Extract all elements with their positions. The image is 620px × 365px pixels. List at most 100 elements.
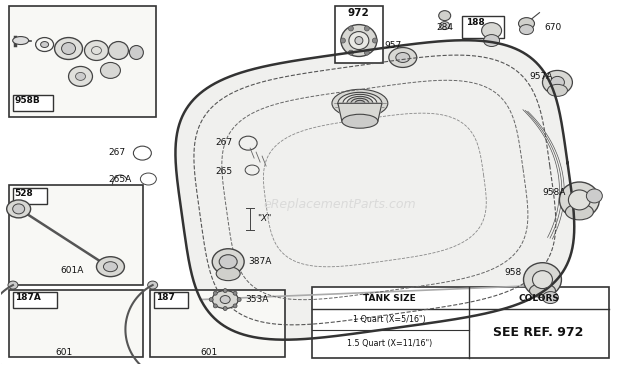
Text: 284: 284	[436, 23, 454, 32]
Ellipse shape	[565, 204, 593, 220]
Ellipse shape	[365, 50, 370, 55]
Text: 958A: 958A	[542, 188, 566, 197]
Bar	[9, 289, 143, 357]
Ellipse shape	[220, 296, 230, 304]
Ellipse shape	[216, 267, 240, 281]
Text: "X": "X"	[257, 214, 272, 223]
Ellipse shape	[7, 200, 30, 218]
Ellipse shape	[355, 100, 365, 106]
Bar	[9, 6, 156, 117]
Ellipse shape	[569, 190, 590, 210]
Ellipse shape	[223, 289, 227, 293]
Ellipse shape	[439, 11, 451, 20]
Ellipse shape	[342, 114, 378, 128]
Ellipse shape	[332, 89, 388, 117]
Text: 957A: 957A	[529, 72, 553, 81]
Ellipse shape	[340, 38, 345, 43]
Ellipse shape	[343, 94, 377, 112]
Ellipse shape	[523, 263, 562, 297]
Text: 1 Quart (X=5/16"): 1 Quart (X=5/16")	[353, 315, 426, 324]
Ellipse shape	[551, 76, 564, 88]
Text: 187A: 187A	[15, 293, 40, 301]
Ellipse shape	[533, 271, 552, 289]
Ellipse shape	[542, 292, 559, 304]
Ellipse shape	[347, 96, 373, 110]
Text: 670: 670	[544, 23, 562, 32]
Text: 187: 187	[156, 293, 175, 301]
Ellipse shape	[12, 204, 25, 214]
Ellipse shape	[12, 36, 29, 45]
Ellipse shape	[55, 38, 82, 59]
Ellipse shape	[529, 284, 556, 297]
Text: TANK SIZE: TANK SIZE	[363, 294, 416, 303]
Ellipse shape	[97, 257, 125, 277]
Bar	[12, 292, 56, 308]
Ellipse shape	[233, 291, 237, 295]
Text: 265: 265	[215, 167, 232, 176]
Ellipse shape	[148, 281, 157, 289]
Ellipse shape	[84, 41, 108, 61]
Text: COLORS: COLORS	[518, 294, 559, 303]
Text: 265A: 265A	[108, 175, 131, 184]
Ellipse shape	[61, 43, 76, 54]
Text: SEE REF. 972: SEE REF. 972	[494, 326, 583, 339]
Ellipse shape	[209, 297, 213, 301]
Ellipse shape	[373, 38, 378, 43]
Text: 267: 267	[215, 138, 232, 147]
Text: 972: 972	[348, 8, 370, 18]
Ellipse shape	[338, 92, 382, 114]
Text: 387A: 387A	[248, 257, 272, 266]
Ellipse shape	[8, 281, 18, 289]
Ellipse shape	[484, 35, 500, 46]
Polygon shape	[338, 103, 382, 121]
Ellipse shape	[233, 304, 237, 308]
Bar	[12, 95, 53, 111]
Ellipse shape	[108, 42, 128, 59]
Text: 1.5 Quart (X=11/16"): 1.5 Quart (X=11/16")	[347, 339, 432, 348]
Ellipse shape	[237, 297, 241, 301]
Ellipse shape	[40, 42, 48, 47]
Text: 353A: 353A	[245, 295, 268, 304]
Ellipse shape	[365, 26, 370, 31]
Ellipse shape	[518, 18, 534, 30]
Bar	[9, 185, 143, 285]
Text: 601: 601	[200, 348, 218, 357]
Bar	[154, 292, 188, 308]
Ellipse shape	[341, 24, 377, 57]
Ellipse shape	[69, 66, 92, 87]
Ellipse shape	[482, 23, 502, 39]
Text: 528: 528	[15, 189, 33, 198]
Bar	[462, 16, 503, 38]
Bar	[312, 287, 609, 358]
Ellipse shape	[396, 53, 410, 62]
Ellipse shape	[223, 307, 227, 311]
Ellipse shape	[100, 62, 120, 78]
Ellipse shape	[219, 255, 237, 269]
Text: 957: 957	[385, 41, 402, 50]
Text: 267: 267	[108, 148, 126, 157]
Bar	[12, 188, 46, 204]
Ellipse shape	[389, 47, 417, 68]
Ellipse shape	[212, 249, 244, 274]
Ellipse shape	[520, 24, 533, 35]
Ellipse shape	[212, 291, 238, 308]
Text: 601A: 601A	[61, 266, 84, 275]
Ellipse shape	[440, 22, 450, 30]
Text: 958B: 958B	[15, 96, 40, 105]
Ellipse shape	[130, 46, 143, 59]
Ellipse shape	[76, 72, 86, 80]
Ellipse shape	[355, 36, 363, 45]
Ellipse shape	[542, 70, 572, 94]
Ellipse shape	[213, 304, 217, 308]
Bar	[335, 6, 383, 64]
Ellipse shape	[351, 98, 369, 108]
Ellipse shape	[349, 32, 369, 50]
Ellipse shape	[587, 189, 603, 203]
Text: 188: 188	[466, 18, 484, 27]
Ellipse shape	[348, 50, 353, 55]
Ellipse shape	[547, 84, 567, 96]
Ellipse shape	[559, 182, 600, 218]
Polygon shape	[175, 40, 574, 340]
Text: eReplacementParts.com: eReplacementParts.com	[264, 199, 416, 211]
Text: 601: 601	[56, 348, 73, 357]
